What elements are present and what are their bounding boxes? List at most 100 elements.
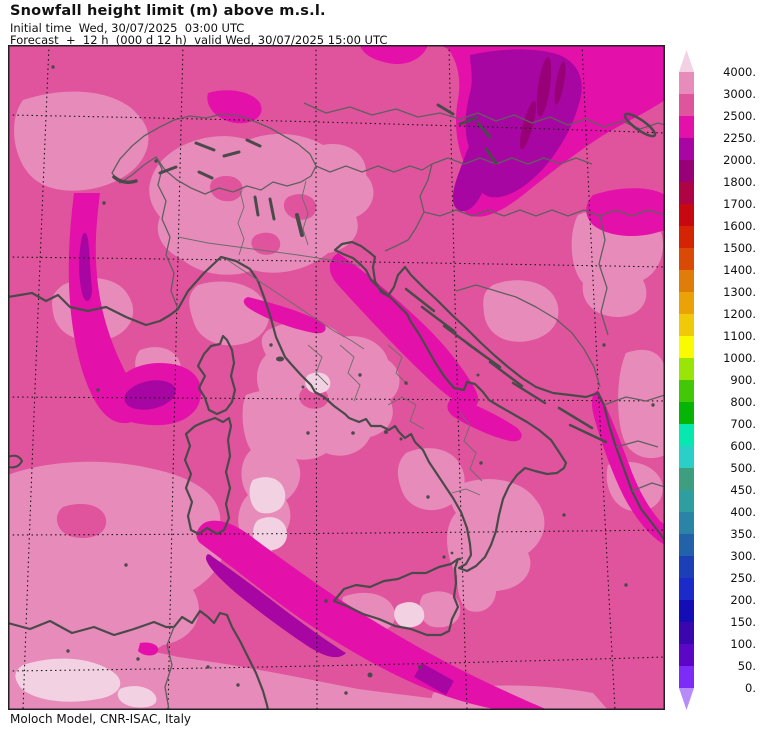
colorbar-label: 350.	[730, 527, 756, 541]
montenegro-border	[603, 394, 665, 406]
colorbar-label: 900.	[730, 373, 756, 387]
croatian-islands	[404, 287, 608, 444]
colorbar-band	[679, 380, 694, 402]
colorbar-band	[679, 204, 694, 226]
initial-time-line: Initial time Wed, 30/07/2025 03:00 UTC	[10, 21, 245, 35]
slovenia-croatia-border	[423, 209, 665, 217]
colorbar-label: 150.	[730, 615, 756, 629]
colorbar-label: 250.	[730, 571, 756, 585]
colorbar-label: 2000.	[723, 153, 756, 167]
austria-hungary-border	[477, 112, 665, 130]
colorbar-label: 400.	[730, 505, 756, 519]
colorbar-label: 1600.	[723, 219, 756, 233]
colorbar-label: 1000.	[723, 351, 756, 365]
colorbar-label: 1800.	[723, 175, 756, 189]
border-layer	[111, 102, 665, 710]
region-border-layer	[177, 180, 483, 496]
lake-como	[268, 197, 276, 221]
colorbar-label: 50.	[738, 659, 756, 673]
lake-balaton	[623, 112, 657, 138]
albania-border-1	[615, 440, 659, 448]
colorbar-band	[679, 644, 694, 666]
colorbar-band	[679, 138, 694, 160]
colorbar-band	[679, 94, 694, 116]
map-frame	[8, 45, 665, 710]
colorbar: 4000. 3000. 2500. 2250. 2000. 1800. 1700. 1600.…	[670, 45, 760, 715]
croatia-bosnia-border	[455, 284, 601, 388]
colorbar-label: 1100.	[723, 329, 756, 343]
tunisia-algeria-border	[164, 626, 175, 710]
colorbar-band	[679, 336, 694, 358]
italy-slovenia-border	[384, 163, 433, 252]
colorbar-band	[679, 600, 694, 622]
lake-garda	[295, 213, 304, 237]
colorbar-band	[679, 556, 694, 578]
fill-layer	[8, 45, 665, 710]
france-italy-border	[155, 156, 179, 310]
austria-slovenia-border	[431, 157, 593, 165]
colorbar-label: 1200.	[723, 307, 756, 321]
colorbar-label: 2250.	[723, 131, 756, 145]
colorbar-band	[679, 512, 694, 534]
colorbar-label: 0.	[745, 681, 756, 695]
colorbar-label: 1700.	[723, 197, 756, 211]
forecast-valid-line: Forecast + 12 h (000 d 12 h) valid Wed, …	[10, 33, 388, 47]
corsica-coastline	[196, 334, 237, 416]
colorbar-label: 1500.	[723, 241, 756, 255]
colorbar-band	[679, 160, 694, 182]
serbia-border	[598, 215, 609, 336]
colorbar-band	[679, 534, 694, 556]
colorbar-band	[679, 292, 694, 314]
colorbar-label: 100.	[730, 637, 756, 651]
colorbar-label: 600.	[730, 439, 756, 453]
model-credit: Moloch Model, CNR-ISAC, Italy	[10, 712, 192, 726]
colorbar-band	[679, 116, 694, 138]
italy-austria-border	[315, 163, 433, 173]
colorbar-band	[679, 424, 694, 446]
colorbar-band	[679, 270, 694, 292]
colorbar-svg: 4000. 3000. 2500. 2250. 2000. 1800. 1700. 1600.…	[679, 50, 756, 710]
germany-austria-border	[303, 102, 479, 120]
colorbar-band	[679, 468, 694, 490]
small-islands	[276, 356, 480, 678]
colorbar-band	[679, 402, 694, 424]
po-river	[177, 236, 361, 267]
colorbar-band	[679, 314, 694, 336]
colorbar-band	[679, 490, 694, 512]
switzerland-border	[111, 113, 317, 195]
africa-coastline	[8, 609, 270, 710]
station-dots	[51, 65, 655, 695]
terrain-marks-layer	[51, 65, 657, 695]
colorbar-label: 300.	[730, 549, 756, 563]
menorca-fragment	[8, 454, 23, 469]
colorbar-band	[679, 578, 694, 600]
colorbar-band	[679, 226, 694, 248]
colorbar-arrow-bottom	[679, 688, 694, 710]
sicily-coastline	[332, 557, 460, 637]
map-panel	[8, 45, 665, 710]
colorbar-band	[679, 182, 694, 204]
colorbar-label: 200.	[730, 593, 756, 607]
colorbar-band	[679, 622, 694, 644]
colorbar-label: 800.	[730, 395, 756, 409]
colorbar-label: 3000.	[723, 87, 756, 101]
lake-geneva	[112, 175, 138, 185]
colorbar-band	[679, 248, 694, 270]
colorbar-label: 4000.	[723, 65, 756, 79]
colorbar-band	[679, 446, 694, 468]
albania-border-2	[631, 482, 665, 492]
colorbar-band	[679, 666, 694, 688]
lake-maggiore	[253, 195, 260, 217]
europe-coastline	[8, 240, 665, 573]
colorbar-label: 500.	[730, 461, 756, 475]
colorbar-label: 450.	[730, 483, 756, 497]
page-title: Snowfall height limit (m) above m.s.l.	[10, 3, 326, 19]
weather-map	[8, 45, 665, 710]
coastline-layer	[8, 240, 665, 710]
colorbar-band	[679, 72, 694, 94]
sardinia-coastline	[183, 416, 233, 536]
colorbar-label: 2500.	[723, 109, 756, 123]
colorbar-label: 1400.	[723, 263, 756, 277]
colorbar-label: 700.	[730, 417, 756, 431]
